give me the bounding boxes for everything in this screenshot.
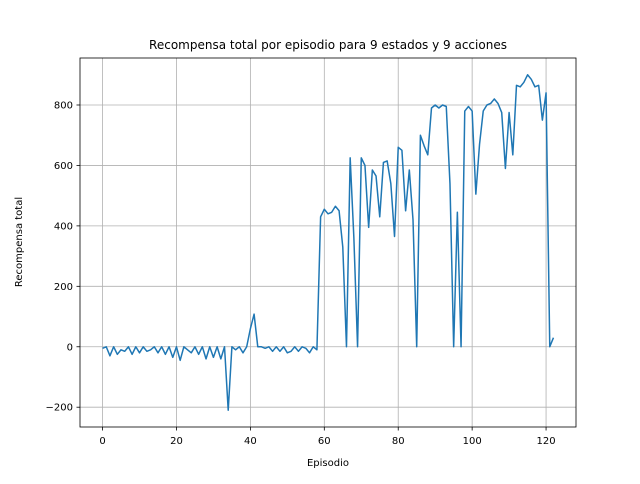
- y-tick-label: −200: [46, 403, 73, 414]
- x-tick-label: 40: [244, 436, 257, 447]
- y-tick-label: 0: [67, 342, 73, 353]
- x-tick-label: 0: [99, 436, 105, 447]
- y-tick-label: 800: [54, 100, 73, 111]
- y-axis-label: Recompensa total: [14, 197, 25, 287]
- x-axis-label: Episodio: [307, 458, 349, 469]
- data-line: [102, 74, 555, 411]
- x-tick-label: 80: [392, 436, 405, 447]
- y-tick-label: 600: [54, 161, 73, 172]
- chart-title: Recompensa total por episodio para 9 est…: [149, 38, 507, 52]
- x-tick-label: 60: [318, 436, 331, 447]
- x-tick-label: 20: [170, 436, 183, 447]
- y-tick-label: 400: [54, 221, 73, 232]
- plot-frame: [79, 57, 577, 428]
- x-tick-label: 120: [537, 436, 556, 447]
- x-tick-label: 100: [463, 436, 482, 447]
- y-tick-label: 200: [54, 282, 73, 293]
